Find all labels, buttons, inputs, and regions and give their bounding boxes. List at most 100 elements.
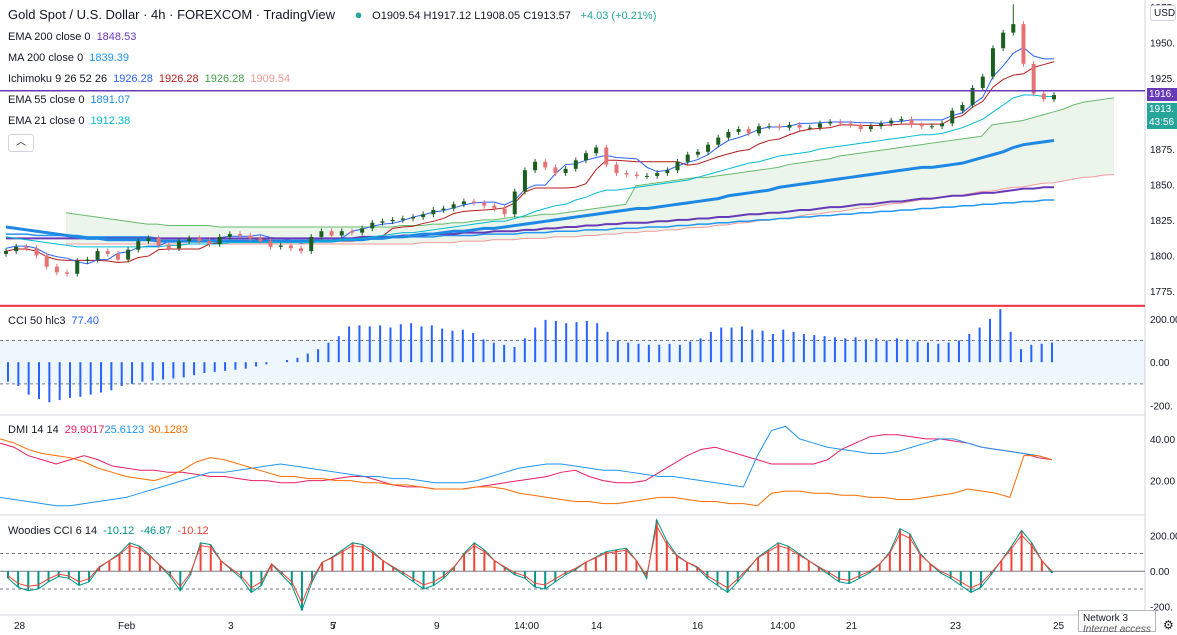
candle-body	[105, 251, 110, 254]
legend-ema55[interactable]: EMA 55 close 0 1891.07	[8, 93, 136, 107]
candle-body	[390, 219, 395, 222]
candle-body	[349, 231, 354, 233]
candle-body	[543, 161, 548, 168]
legend-ema200[interactable]: EMA 200 close 0 1848.53	[8, 30, 142, 44]
network-label: Network 3	[1083, 613, 1129, 624]
woodies-cci-pane[interactable]	[0, 518, 1145, 612]
time-tick-label: 25	[1053, 621, 1065, 632]
candle-body	[146, 238, 151, 242]
legend-ma200[interactable]: MA 200 close 0 1839.39	[8, 51, 135, 65]
last-price-tag: 1913.	[1147, 103, 1177, 116]
price-tick-label: 1825.	[1150, 216, 1175, 227]
candle-body	[258, 238, 263, 242]
cci-band	[0, 340, 1145, 384]
cci-pane[interactable]	[0, 304, 1145, 403]
dmi-adx-value: 30.1283	[148, 424, 189, 436]
candle-body	[909, 119, 914, 125]
symbol-title[interactable]: Gold Spot / U.S. Dollar · 4h · FOREXCOM …	[8, 7, 336, 22]
candle-body	[278, 245, 283, 247]
candle-body	[919, 124, 924, 127]
candle-body	[797, 124, 802, 128]
candle-body	[115, 253, 120, 260]
candle-body	[950, 110, 955, 124]
candle-body	[502, 208, 507, 215]
candle-body	[899, 119, 904, 121]
market-status-icon: ●	[354, 7, 363, 22]
time-tick-label: 16	[692, 621, 704, 632]
dmi-minus-line	[0, 425, 1053, 507]
candle-body	[451, 204, 456, 209]
cci-tick-label: 200.00	[1150, 315, 1177, 326]
ema55-value: 1891.07	[90, 94, 131, 106]
legend-woodies[interactable]: Woodies CCI 6 14 -10.12 -46.87 -10.12	[8, 524, 215, 538]
time-tick-label: 28	[14, 621, 26, 632]
candle-body	[817, 123, 822, 128]
time-tick-label: 5	[330, 621, 336, 632]
dmi-tick-label: 20.00	[1150, 477, 1175, 488]
time-tick-label: Feb	[118, 621, 136, 632]
ema200-label: EMA 200 close 0	[8, 31, 91, 43]
legend-ichimoku[interactable]: Ichimoku 9 26 52 26 1926.28 1926.28 1926.28…	[8, 72, 296, 86]
network-notification[interactable]: Network 3 Internet access	[1078, 610, 1156, 635]
candle-body	[553, 167, 558, 174]
dmi-pane[interactable]	[0, 425, 1053, 507]
candle-body	[492, 205, 497, 209]
woodies-tick-label: 0.00	[1150, 567, 1170, 578]
candle-body	[126, 249, 131, 260]
candle-body	[227, 234, 232, 237]
candle-body	[1052, 95, 1056, 100]
ichimoku-base-value: 1926.28	[158, 73, 199, 85]
price-axis[interactable]: 1975.1950.1925.1875.1850.1825.1800.1775.…	[14, 3, 1177, 632]
currency-button[interactable]: USD	[1150, 5, 1176, 21]
legend-dmi[interactable]: DMI 14 14 29.901725.6123 30.1283	[8, 423, 194, 437]
candle-body	[970, 87, 975, 105]
legend-cci[interactable]: CCI 50 hlc3 77.40	[8, 314, 105, 328]
candle-body	[990, 48, 995, 77]
ema21-label: EMA 21 close 0	[8, 115, 85, 127]
candle-body	[156, 238, 161, 246]
time-tick-label: 9	[434, 621, 440, 632]
candle-body	[248, 235, 253, 239]
time-tick-label: 21	[846, 621, 858, 632]
symbol-header: Gold Spot / U.S. Dollar · 4h · FOREXCOM …	[8, 8, 662, 23]
candle-body	[787, 124, 792, 128]
price-pane[interactable]	[0, 4, 1145, 277]
collapse-legend-button[interactable]: ︿	[8, 134, 34, 152]
candle-body	[136, 241, 141, 250]
candle-body	[655, 173, 660, 176]
ema21-value: 1912.38	[90, 115, 131, 127]
price-tick-label: 1850.	[1150, 180, 1175, 191]
candle-body	[879, 123, 884, 127]
woodies-label: Woodies CCI 6 14	[8, 525, 98, 537]
candle-body	[44, 255, 49, 267]
candle-body	[1001, 32, 1006, 49]
candle-body	[238, 234, 243, 236]
candle-body	[34, 248, 39, 256]
candle-body	[207, 241, 212, 244]
candle-body	[777, 126, 782, 128]
candle-body	[624, 173, 629, 175]
candle-body	[522, 170, 527, 192]
candle-body	[410, 217, 415, 219]
candle-body	[512, 191, 517, 215]
candle-body	[176, 241, 181, 249]
time-tick-label: 3	[228, 621, 234, 632]
candle-body	[421, 214, 426, 218]
ichimoku-lead1-value: 1926.28	[204, 73, 245, 85]
ohlc-values: O1909.54 H1917.12 L1908.05 C1913.57	[372, 10, 571, 22]
legend-ema21[interactable]: EMA 21 close 0 1912.38	[8, 114, 136, 128]
candle-body	[24, 246, 29, 249]
dmi-adx-line	[0, 438, 1053, 507]
candle-body	[288, 245, 293, 249]
candle-body	[1021, 24, 1026, 64]
candle-body	[370, 222, 375, 229]
candle-body	[868, 126, 873, 130]
gear-icon[interactable]: ⚙	[1163, 618, 1174, 632]
candle-body	[583, 153, 588, 161]
candle-body	[675, 161, 680, 171]
candle-body	[400, 218, 405, 220]
ichimoku-cloud	[66, 97, 1114, 244]
candle-body	[767, 126, 772, 128]
price-change: +4.03 (+0.21%)	[580, 10, 657, 22]
